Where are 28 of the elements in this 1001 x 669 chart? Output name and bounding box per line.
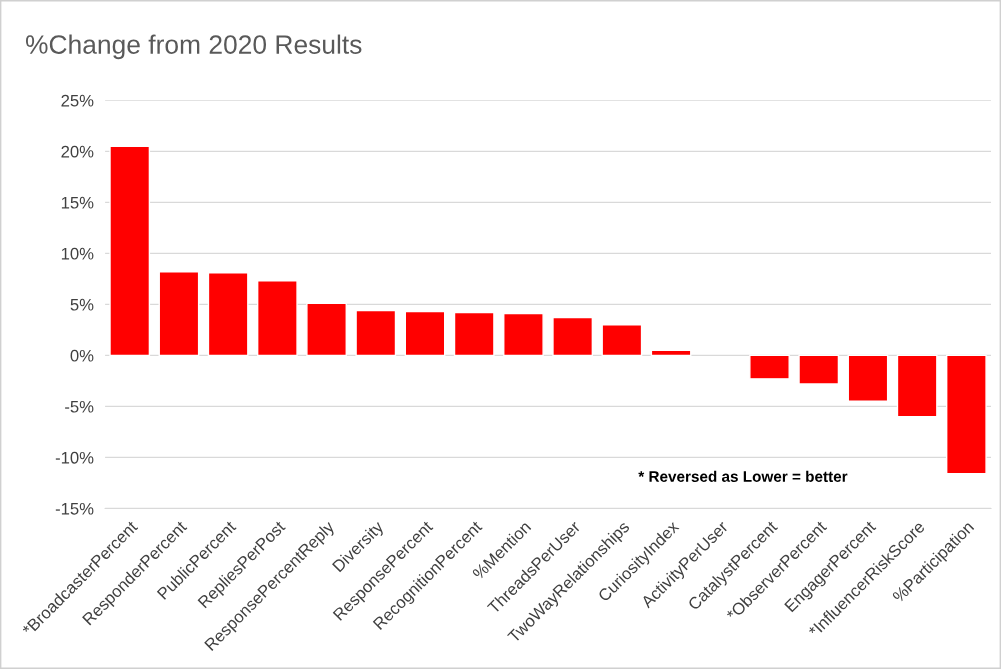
bar [650,349,692,357]
bar [601,324,643,357]
y-tick-label: 0% [70,349,94,362]
bar [798,354,840,385]
bar [896,354,938,418]
annotation: * Reversed as Lower = better [638,470,848,482]
bar [355,309,397,357]
bar [109,145,151,357]
bar [749,354,790,380]
bar [158,271,200,357]
y-tick-label: -10% [55,451,94,464]
bar [404,310,446,357]
bar [306,302,347,357]
y-tick-label: 5% [70,298,94,311]
bar [503,312,544,357]
bar [207,272,249,357]
bar [552,316,594,357]
y-tick-label: 25% [61,94,94,107]
chart-title: %Change from 2020 Results [25,34,362,60]
y-tick-label: -15% [55,502,94,515]
y-tick-label: -5% [65,400,94,413]
bar [946,354,987,475]
y-tick-label: 20% [61,145,94,158]
bar [256,280,298,357]
y-tick-label: 15% [61,196,94,209]
y-tick-label: 10% [61,247,94,260]
bar [453,311,495,357]
bar [847,354,889,403]
